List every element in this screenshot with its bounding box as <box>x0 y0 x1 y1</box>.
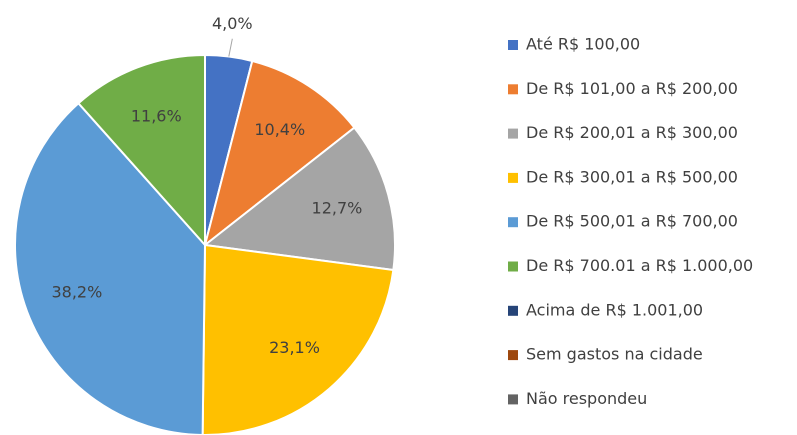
pie-slice <box>77 53 206 248</box>
leader-line <box>228 38 233 57</box>
pie-slice <box>201 243 395 435</box>
legend-swatch <box>508 84 518 95</box>
legend-swatch <box>508 350 518 361</box>
legend-label: De R$ 300,01 a R$ 500,00 <box>526 167 738 186</box>
data-label: 38,2% <box>51 282 102 301</box>
pie-slice <box>14 101 207 435</box>
legend-swatch <box>508 305 518 316</box>
legend-swatch <box>508 40 518 50</box>
legend-label: Não respondeu <box>526 389 647 408</box>
legend-swatch <box>508 172 518 183</box>
legend-label: De R$ 101,00 a R$ 200,00 <box>526 79 738 98</box>
legend-swatch <box>508 261 518 272</box>
legend-label: De R$ 700.01 a R$ 1.000,00 <box>526 256 753 275</box>
legend-label: Até R$ 100,00 <box>526 35 640 54</box>
legend-swatch <box>508 128 518 139</box>
legend-label: De R$ 500,01 a R$ 700,00 <box>526 212 738 231</box>
data-label: 12,7% <box>312 198 363 217</box>
pie-slice <box>203 59 356 248</box>
data-label: 10,4% <box>254 120 305 139</box>
data-label: 23,1% <box>269 338 320 357</box>
data-label: 4,0% <box>212 14 253 33</box>
legend-swatch <box>508 217 518 228</box>
legend-label: De R$ 200,01 a R$ 300,00 <box>526 123 738 142</box>
legend-label: Sem gastos na cidade <box>526 345 703 364</box>
pie-slice <box>202 126 396 272</box>
legend-swatch <box>508 394 518 405</box>
legend-label: Acima de R$ 1.001,00 <box>526 300 703 319</box>
data-label: 11,6% <box>131 107 182 126</box>
